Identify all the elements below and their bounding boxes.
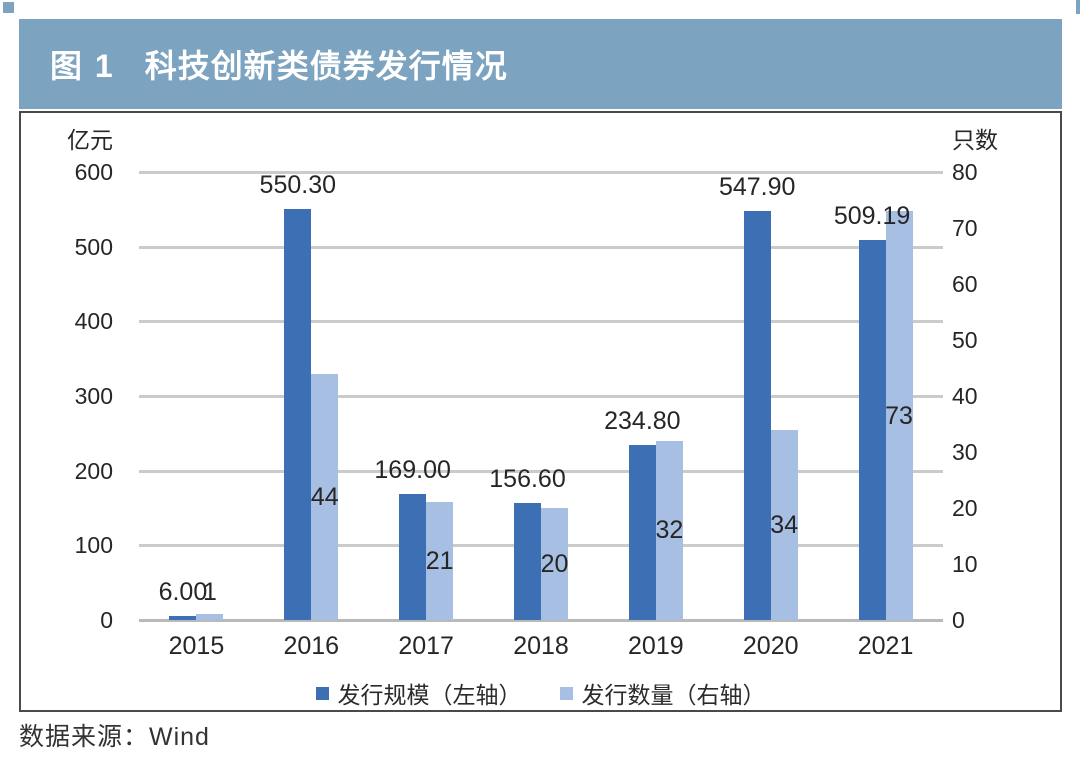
bar-scale-2021	[858, 239, 886, 620]
scale-value-label: 156.60	[489, 465, 566, 494]
gridline	[139, 245, 943, 249]
bar-scale-2015	[169, 615, 197, 620]
x-axis-label-2020: 2020	[742, 632, 799, 660]
data-source-note: 数据来源：Wind	[19, 723, 210, 751]
gridline	[139, 171, 943, 174]
scale-value-label: 6.00	[158, 577, 208, 606]
right-axis-tick-label: 60	[952, 271, 978, 297]
bar-scale-2020	[743, 210, 771, 620]
bar-count-2020	[770, 429, 798, 620]
scale-value-label: 550.30	[259, 171, 337, 200]
right-axis-tick-label: 0	[952, 607, 965, 633]
x-axis-label-2021: 2021	[857, 632, 914, 660]
bar-count-2016	[311, 373, 339, 620]
legend-item-count: 发行数量（右轴）	[559, 676, 766, 710]
left-axis-tick-label: 600	[74, 159, 113, 185]
count-value-label: 1	[202, 578, 217, 607]
right-axis-tick-label: 10	[952, 551, 978, 577]
plot-area: 6.00 1 2015 550.30 44 2016 169.00 21 2017 156.60 2…	[139, 171, 943, 660]
gridline	[139, 320, 943, 324]
count-value-label: 44	[310, 482, 339, 511]
gridline	[139, 395, 943, 398]
top-right-accent-decoration	[1076, 0, 1080, 14]
x-axis-label-2018: 2018	[513, 632, 569, 660]
left-axis-tick-label: 200	[74, 457, 113, 484]
x-axis-label-2016: 2016	[283, 632, 340, 660]
bar-scale-2017	[399, 493, 427, 620]
bar-count-2021	[885, 211, 913, 620]
legend-swatch-scale-icon	[315, 686, 329, 700]
bar-count-2019	[655, 440, 683, 620]
figure-title-bar: 图 1 科技创新类债券发行情况	[19, 19, 1062, 109]
bar-count-2018	[541, 508, 568, 620]
right-axis-tick-label: 80	[952, 159, 978, 185]
figure-title: 科技创新类债券发行情况	[144, 48, 508, 84]
scale-value-label: 169.00	[374, 455, 451, 484]
count-value-label: 73	[885, 401, 913, 430]
legend-item-scale: 发行规模（左轴）	[315, 676, 522, 710]
right-axis-tick-label: 40	[952, 383, 978, 409]
gridline	[139, 619, 943, 622]
bar-count-2015	[196, 614, 224, 620]
x-axis-label-2015: 2015	[168, 632, 225, 660]
corner-accent-decoration	[3, 2, 14, 13]
scale-value-label: 547.90	[718, 172, 796, 201]
count-value-label: 34	[770, 510, 799, 539]
left-axis-tick-label: 0	[100, 607, 113, 633]
figure-number: 图 1	[50, 48, 115, 84]
bar-scale-2019	[628, 444, 656, 620]
count-value-label: 20	[540, 550, 569, 578]
scale-value-label: 509.19	[833, 201, 911, 230]
x-axis-label-2017: 2017	[398, 632, 454, 660]
bar-scale-2016	[284, 209, 312, 620]
x-axis-label-2019: 2019	[628, 632, 684, 660]
legend-swatch-count-icon	[559, 686, 573, 700]
left-axis-tick-label: 100	[74, 532, 113, 559]
legend: 发行规模（左轴） 发行数量（右轴）	[21, 676, 1060, 710]
count-value-label: 32	[655, 516, 684, 545]
left-axis-tick-label: 400	[74, 308, 113, 335]
right-axis-tick-label: 30	[952, 439, 978, 465]
right-axis-tick-label: 70	[952, 215, 978, 241]
left-axis-title: 亿元	[67, 127, 113, 153]
left-axis-tick-label: 300	[74, 383, 113, 409]
bar-scale-2018	[514, 503, 541, 620]
scale-value-label: 234.80	[604, 406, 681, 435]
legend-label-scale: 发行规模（左轴）	[337, 682, 522, 708]
left-axis-tick-label: 500	[74, 233, 113, 260]
chart-panel: 亿元 只数 6.00 1 2015 550.30 44 2016 169.00 21 2017 1…	[19, 111, 1062, 712]
count-value-label: 21	[425, 547, 454, 576]
bar-count-2017	[426, 502, 454, 620]
right-axis-tick-label: 50	[952, 327, 978, 353]
legend-label-count: 发行数量（右轴）	[581, 682, 766, 708]
gridline	[139, 469, 943, 473]
right-axis-title: 只数	[952, 127, 998, 153]
right-axis-tick-label: 20	[952, 495, 978, 521]
